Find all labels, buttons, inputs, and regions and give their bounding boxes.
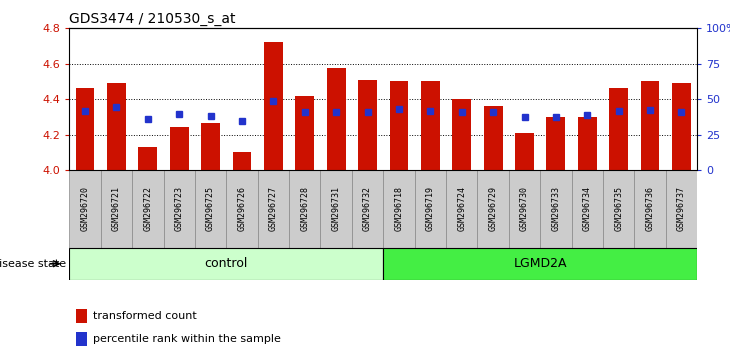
Bar (421, 81, 439, 170)
Text: GSM296737: GSM296737 (677, 186, 686, 232)
Bar (233, 152, 251, 170)
Bar (76, 309, 87, 323)
Bar (139, 147, 157, 170)
Bar (383, 248, 697, 280)
Bar (666, 170, 697, 248)
Text: GSM296726: GSM296726 (237, 186, 247, 232)
Bar (352, 170, 383, 248)
Bar (226, 170, 258, 248)
Text: GSM296718: GSM296718 (394, 186, 404, 232)
Bar (258, 170, 289, 248)
Text: GSM296719: GSM296719 (426, 186, 435, 232)
Bar (132, 170, 164, 248)
Text: GSM296730: GSM296730 (520, 186, 529, 232)
Bar (603, 170, 634, 248)
Bar (358, 80, 377, 170)
Bar (477, 170, 509, 248)
Bar (547, 117, 565, 170)
Bar (320, 170, 352, 248)
Bar (69, 248, 383, 280)
Bar (164, 170, 195, 248)
Text: GSM296735: GSM296735 (614, 186, 623, 232)
Bar (76, 332, 87, 346)
Bar (170, 126, 188, 170)
Text: GSM296725: GSM296725 (206, 186, 215, 232)
Text: GSM296732: GSM296732 (363, 186, 372, 232)
Bar (201, 123, 220, 170)
Text: GSM296728: GSM296728 (300, 186, 310, 232)
Text: GSM296722: GSM296722 (143, 186, 153, 232)
Bar (327, 68, 345, 170)
Bar (69, 170, 101, 248)
Text: GSM296724: GSM296724 (457, 186, 466, 232)
Bar (572, 170, 603, 248)
Bar (672, 83, 691, 170)
Bar (515, 133, 534, 170)
Bar (101, 170, 132, 248)
Text: GSM296734: GSM296734 (583, 186, 592, 232)
Text: GSM296733: GSM296733 (551, 186, 561, 232)
Text: GDS3474 / 210530_s_at: GDS3474 / 210530_s_at (69, 12, 236, 26)
Bar (264, 42, 283, 170)
Text: GSM296727: GSM296727 (269, 186, 278, 232)
Bar (446, 170, 477, 248)
Text: LGMD2A: LGMD2A (513, 257, 567, 270)
Text: GSM296736: GSM296736 (645, 186, 655, 232)
Bar (453, 99, 471, 170)
Bar (634, 170, 666, 248)
Bar (76, 88, 94, 170)
Bar (390, 81, 408, 170)
Bar (641, 81, 659, 170)
Bar (610, 88, 628, 170)
Bar (107, 83, 126, 170)
Text: GSM296723: GSM296723 (174, 186, 184, 232)
Text: GSM296729: GSM296729 (488, 186, 498, 232)
Bar (195, 170, 226, 248)
Bar (383, 170, 415, 248)
Text: control: control (204, 257, 248, 270)
Bar (296, 96, 314, 170)
Text: GSM296721: GSM296721 (112, 186, 121, 232)
Text: transformed count: transformed count (93, 311, 197, 321)
Bar (289, 170, 320, 248)
Bar (578, 117, 596, 170)
Bar (540, 170, 572, 248)
Text: disease state: disease state (0, 259, 66, 269)
Bar (484, 106, 502, 170)
Text: percentile rank within the sample: percentile rank within the sample (93, 334, 281, 344)
Text: GSM296720: GSM296720 (80, 186, 90, 232)
Bar (415, 170, 446, 248)
Text: GSM296731: GSM296731 (331, 186, 341, 232)
Bar (509, 170, 540, 248)
